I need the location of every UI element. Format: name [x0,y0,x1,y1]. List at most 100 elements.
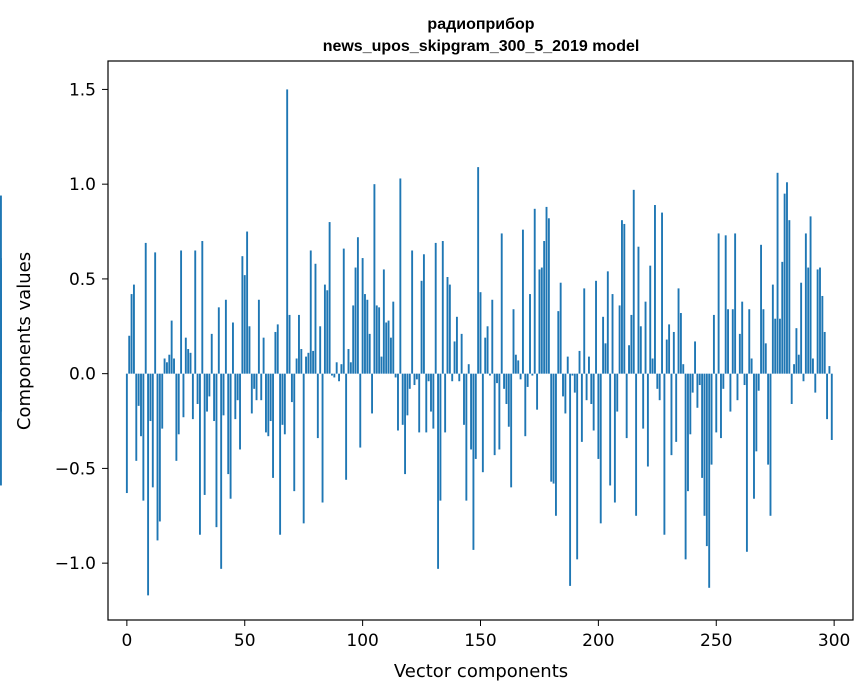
bar-245 [703,373,706,516]
bar-201 [599,373,602,524]
bar-76 [305,356,307,374]
bar-131 [434,242,437,374]
bar-78 [309,250,312,374]
bar-238 [687,373,689,492]
bar-232 [672,331,675,374]
bar-259 [736,373,739,401]
bar-206 [611,294,614,374]
bar-5 [137,373,140,406]
bar-113 [392,301,395,374]
bar-105 [373,184,376,374]
bar-133 [439,373,442,501]
bar-224 [654,205,656,374]
bar-73 [298,314,300,374]
bar-247 [708,373,711,588]
bar-276 [776,172,779,374]
bar-261 [741,301,744,374]
bar-92 [342,248,345,374]
bar-186 [564,373,567,414]
bar-14 [158,373,161,522]
bar-24 [182,373,185,418]
bar-29 [194,250,197,374]
bar-98 [356,237,359,374]
bar-59 [265,373,267,433]
x-tick-label: 300 [818,631,850,651]
bar-191 [576,373,579,560]
bar-142 [460,333,463,374]
bar-165 [514,354,517,374]
bar-275 [774,318,777,374]
bar-111 [387,320,390,374]
bar-72 [295,358,298,374]
bar-223 [651,358,654,374]
bar-256 [729,373,732,412]
bar-181 [552,373,555,484]
bar-260 [738,333,741,374]
bar-183 [557,311,560,374]
bar-11 [151,373,154,488]
bar-89 [335,362,338,374]
bar-37 [213,373,216,422]
bar-115 [397,373,399,431]
bar-17 [166,362,168,374]
bar-208 [616,373,619,412]
bar-268 [757,373,760,391]
bar-153 [486,326,489,374]
bar-110 [385,322,388,374]
bar-273 [769,373,772,516]
bar-218 [639,326,642,374]
bar-145 [467,364,470,374]
bar-125 [420,280,423,374]
x-axis-ticks: 0 50 100 150 200 250 300 [121,620,850,651]
bar-285 [797,354,800,374]
bar-62 [272,373,274,478]
bar-143 [463,373,465,425]
bar-159 [500,233,503,374]
bar-296 [823,331,826,374]
bar-140 [455,316,458,374]
bar-3 [132,284,135,374]
bar-164 [512,309,515,374]
bar-32 [201,241,204,374]
bar-182 [555,373,557,516]
bar-97 [354,267,357,374]
bar-249 [712,314,715,374]
x-tick-label: 200 [582,631,614,651]
y-tick-label: 0.0 [69,365,96,385]
bar-290 [809,216,812,374]
bar-274 [771,284,774,374]
bar-114 [394,373,397,378]
bar-222 [649,265,652,374]
x-tick-label: 0 [121,631,132,651]
bar-27 [189,352,192,374]
bar-298 [828,366,831,374]
bar-253 [722,373,725,389]
bar-173 [533,208,536,374]
bar-279 [783,193,786,374]
bar-266 [753,373,755,499]
bar-30 [196,373,199,404]
bar-291 [811,358,814,374]
bar-38 [215,373,218,528]
bar-241 [694,341,696,374]
bar-184 [559,282,562,374]
bar-43 [227,373,230,475]
bar-257 [731,309,734,374]
bars-group [0,89,833,596]
bar-56 [257,299,260,374]
bar-212 [625,373,628,439]
bar-103 [368,333,371,374]
bar-25 [184,337,187,374]
bar-265 [750,358,753,374]
bar-77 [307,352,310,374]
bar-250 [715,373,718,433]
bar-262 [743,373,746,386]
bar-299 [830,373,833,440]
bar-9 [147,373,150,596]
bar-215 [632,189,635,374]
bar-49 [241,256,244,374]
bar-278 [781,261,784,374]
bar-202 [602,316,605,374]
bar-34 [206,373,208,412]
